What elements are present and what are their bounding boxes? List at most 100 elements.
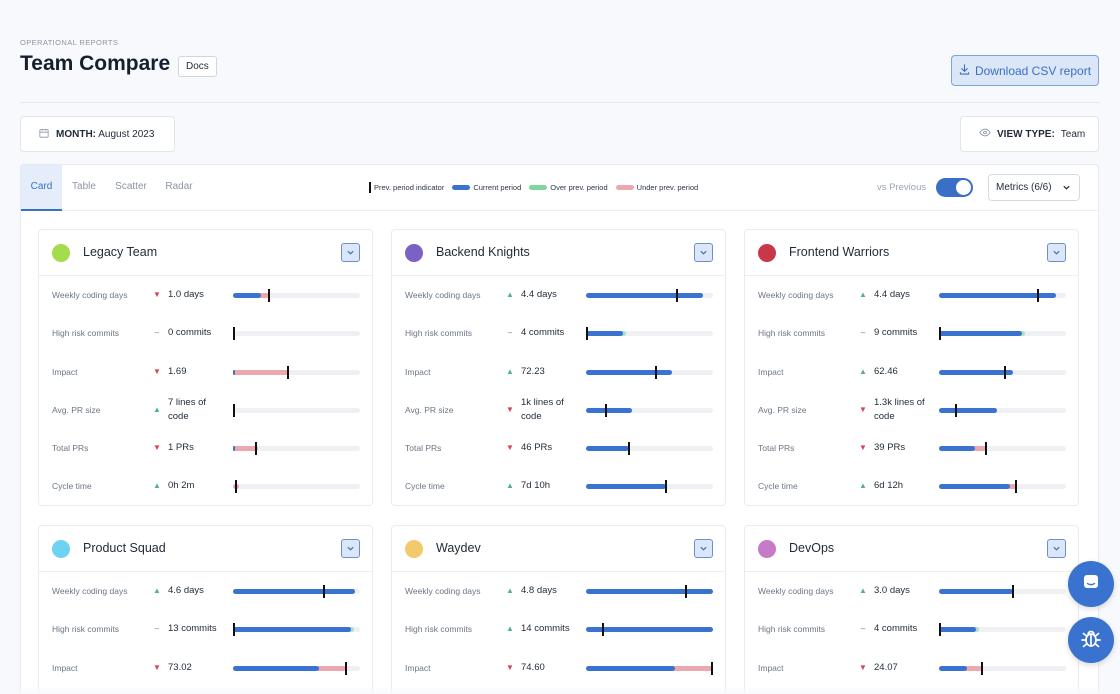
metric-label: Impact xyxy=(405,366,431,377)
expand-card-button[interactable] xyxy=(1047,539,1066,558)
expand-card-button[interactable] xyxy=(341,539,360,558)
expand-card-button[interactable] xyxy=(694,243,713,262)
trend-down-icon: ▼ xyxy=(506,404,514,414)
prev-period-marker xyxy=(323,585,326,598)
expand-card-button[interactable] xyxy=(341,243,360,262)
metric-bar xyxy=(939,289,1066,302)
metric-value: 72.23 xyxy=(521,365,545,377)
tab-radar[interactable]: Radar xyxy=(165,181,193,192)
view-type-selector[interactable]: VIEW TYPE: Team xyxy=(960,116,1099,152)
metric-bar xyxy=(233,327,360,341)
metric-value: 39 PRs xyxy=(874,442,906,454)
trend-up-icon: ▲ xyxy=(153,404,161,414)
under-bar xyxy=(671,665,713,671)
prev-period-marker xyxy=(685,585,688,598)
metric-row: Impact ▲ 72.23 xyxy=(392,353,725,391)
prev-period-swatch xyxy=(369,182,371,193)
prev-period-marker xyxy=(654,365,657,379)
bug-icon xyxy=(1079,626,1103,655)
trend-up-icon: ▲ xyxy=(859,290,867,299)
metrics-select[interactable]: Metrics (6/6) xyxy=(988,174,1080,201)
team-color-dot xyxy=(52,244,70,262)
metric-bar xyxy=(586,289,713,302)
metric-label: Impact xyxy=(405,662,431,673)
tab-table[interactable]: Table xyxy=(72,181,96,192)
chat-button[interactable] xyxy=(1068,561,1114,607)
metric-value: 1k lines of code xyxy=(521,396,564,422)
metric-bar xyxy=(939,365,1066,379)
team-card: Product Squad Weekly coding days ▲ 4.6 days… xyxy=(38,525,373,694)
tab-card[interactable]: Card xyxy=(21,165,62,211)
current-bar xyxy=(939,484,1011,490)
metric-bar xyxy=(233,289,360,302)
month-picker[interactable]: MONTH: August 2023 xyxy=(20,116,175,152)
team-card: Backend Knights Weekly coding days ▲ 4.4 da… xyxy=(391,229,726,506)
metric-row: Impact ▼ 24.07 xyxy=(745,649,1078,687)
trend-down-icon: ▼ xyxy=(153,290,161,299)
prev-period-marker xyxy=(939,327,941,341)
metric-bar xyxy=(939,661,1066,675)
metric-label: Impact xyxy=(758,662,784,673)
trend-up-icon: ▲ xyxy=(506,366,514,376)
download-csv-button[interactable]: Download CSV report xyxy=(951,55,1099,86)
metric-bar xyxy=(586,661,713,675)
current-bar xyxy=(233,627,352,633)
metric-label: Avg. PR size xyxy=(405,404,454,415)
metric-value: 4.6 days xyxy=(168,585,204,596)
metric-value: 7 lines of code xyxy=(168,396,207,422)
tab-bar: Card Table Scatter Radar Prev. period in… xyxy=(21,165,1098,211)
bottom-fade xyxy=(0,686,1120,694)
download-icon xyxy=(959,63,970,78)
metric-label: Total PRs xyxy=(405,443,442,454)
metric-label: Total PRs xyxy=(758,443,795,454)
metric-row: Cycle time ▲ 7d 10h xyxy=(392,467,725,505)
prev-period-marker xyxy=(1004,365,1007,379)
metric-bar xyxy=(939,585,1066,598)
metric-value: 6d 12h xyxy=(874,480,904,492)
expand-card-button[interactable] xyxy=(1047,243,1066,262)
breadcrumb: OPERATIONAL REPORTS xyxy=(20,38,119,47)
vs-previous-toggle[interactable] xyxy=(936,178,973,197)
prev-period-marker xyxy=(628,442,631,456)
expand-card-button[interactable] xyxy=(694,539,713,558)
metric-label: Weekly coding days xyxy=(52,290,128,300)
metric-bar xyxy=(233,623,360,637)
trend-up-icon: ▲ xyxy=(153,481,161,491)
trend-up-icon: ▲ xyxy=(506,586,514,595)
team-name: Product Squad xyxy=(83,541,166,555)
docs-button[interactable]: Docs xyxy=(178,56,217,77)
metric-label: Impact xyxy=(52,662,78,673)
bug-report-button[interactable] xyxy=(1068,617,1114,663)
current-bar xyxy=(939,331,1022,337)
metric-value: 4 commits xyxy=(521,327,565,339)
trend-down-icon: ▼ xyxy=(153,662,161,672)
chevron-down-icon xyxy=(1062,183,1071,195)
trend-flat-icon: – xyxy=(507,328,513,338)
tab-scatter[interactable]: Scatter xyxy=(115,181,147,192)
prev-period-marker xyxy=(267,289,270,302)
legend-prev: Prev. period indicator xyxy=(374,183,445,192)
metric-value: 4 commits xyxy=(874,623,918,635)
metric-bar xyxy=(939,480,1066,494)
trend-down-icon: ▼ xyxy=(153,366,161,376)
current-bar xyxy=(586,331,623,337)
metric-value: 1.69 xyxy=(168,365,187,377)
download-csv-label: Download CSV report xyxy=(974,63,1092,78)
card-header: Frontend Warriors xyxy=(745,230,1078,276)
current-bar xyxy=(939,665,967,671)
metric-row: High risk commits ▲ 14 commits xyxy=(392,610,725,648)
metric-bar xyxy=(586,480,713,494)
current-bar xyxy=(939,293,1056,298)
trend-up-icon: ▲ xyxy=(859,481,867,491)
prev-period-marker xyxy=(711,661,713,675)
metric-value: 4.8 days xyxy=(521,585,557,596)
metric-row: Total PRs ▼ 46 PRs xyxy=(392,429,725,467)
current-bar xyxy=(586,484,666,490)
trend-flat-icon: – xyxy=(154,624,160,634)
trend-up-icon: ▲ xyxy=(859,366,867,376)
current-bar xyxy=(233,665,320,671)
trend-down-icon: ▼ xyxy=(506,443,514,453)
metric-value: 73.02 xyxy=(168,661,192,673)
prev-period-marker xyxy=(981,661,984,675)
metric-bar xyxy=(233,403,360,417)
